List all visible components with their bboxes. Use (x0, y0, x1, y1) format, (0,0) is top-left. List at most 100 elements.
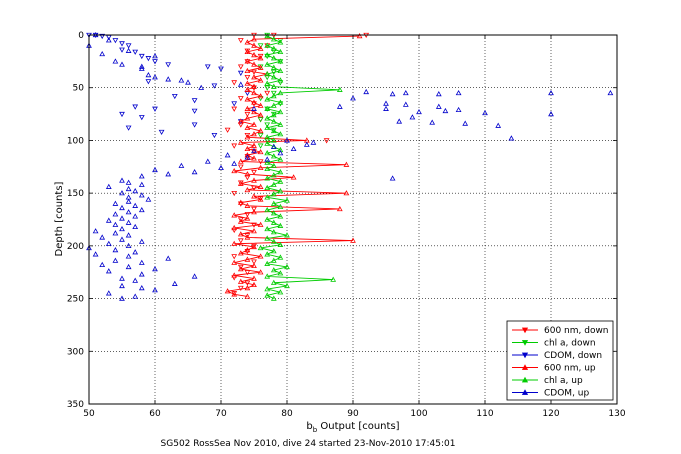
data-point (231, 272, 238, 278)
data-point (231, 143, 238, 149)
data-point (442, 107, 449, 114)
data-point (204, 64, 211, 70)
x-tick-label: 60 (149, 409, 161, 419)
data-point (119, 111, 125, 118)
data-point (264, 140, 271, 146)
data-point (244, 233, 251, 239)
data-point (251, 121, 257, 127)
data-point (270, 64, 277, 70)
data-point (251, 275, 257, 281)
y-tick-label: 150 (67, 189, 84, 199)
data-point (343, 190, 350, 196)
data-point (270, 191, 277, 197)
data-point (244, 154, 251, 160)
data-point (138, 173, 145, 179)
data-point (330, 276, 337, 282)
x-tick-label: 80 (281, 409, 293, 419)
data-point (396, 118, 403, 124)
data-point (264, 70, 271, 77)
data-point (165, 255, 172, 261)
data-point (99, 50, 106, 57)
data-point (112, 211, 119, 217)
data-point (119, 215, 125, 221)
data-point (277, 48, 284, 55)
data-point (277, 150, 284, 156)
x-tick-label: 130 (608, 409, 625, 419)
data-point (251, 262, 257, 269)
y-tick-label: 300 (67, 347, 84, 357)
data-point (251, 193, 257, 199)
data-point (237, 64, 244, 70)
data-point (138, 238, 145, 244)
data-point (231, 80, 238, 86)
data-point (251, 74, 257, 80)
data-point (264, 85, 271, 91)
data-point (389, 175, 396, 181)
data-point (119, 295, 125, 301)
data-point (270, 200, 277, 206)
data-point (237, 201, 244, 207)
data-point (270, 36, 277, 42)
data-point (284, 197, 290, 203)
data-point (244, 48, 251, 55)
data-point (138, 53, 145, 60)
data-point (132, 223, 139, 230)
data-point (244, 171, 251, 177)
data-point (237, 139, 244, 145)
data-point (231, 224, 238, 231)
data-point (270, 83, 277, 89)
x-axis-label-rest: Output [counts] (317, 421, 399, 432)
data-point (191, 98, 198, 104)
data-point (350, 237, 356, 243)
data-point (251, 36, 257, 42)
data-point (264, 96, 271, 102)
data-point (251, 101, 257, 107)
data-point (231, 291, 238, 297)
data-point (119, 225, 125, 232)
data-point (264, 225, 271, 232)
data-point (277, 178, 284, 184)
data-point (244, 285, 251, 291)
data-point (244, 80, 251, 86)
data-point (284, 137, 290, 143)
data-point (152, 266, 158, 272)
data-point (277, 270, 284, 276)
data-point (105, 268, 112, 274)
data-point (277, 289, 284, 295)
data-point (402, 89, 409, 96)
data-point (125, 194, 132, 200)
data-point (264, 194, 271, 200)
data-point (257, 221, 264, 227)
data-point (244, 75, 251, 81)
data-point (264, 286, 271, 292)
data-point (244, 247, 251, 253)
series-cdom-up (86, 31, 614, 301)
data-point (462, 120, 469, 126)
data-point (270, 112, 277, 118)
data-point (138, 115, 145, 121)
data-point (237, 118, 244, 124)
data-point (264, 33, 271, 39)
legend-item: CDOM, up (512, 389, 589, 399)
data-point (244, 96, 251, 102)
data-point (231, 259, 238, 265)
data-point (237, 218, 244, 224)
data-point (343, 161, 350, 167)
data-point (257, 45, 264, 51)
series-600-nm-up (224, 33, 363, 299)
data-point (251, 147, 257, 154)
data-point (231, 101, 238, 107)
data-point (244, 67, 251, 74)
data-point (277, 241, 284, 247)
data-point (237, 238, 244, 244)
data-point (455, 106, 462, 113)
data-point (270, 219, 277, 225)
data-point (607, 89, 614, 96)
data-point (211, 83, 218, 89)
x-axis-label-subscript: b (313, 426, 318, 434)
data-point (244, 293, 251, 299)
data-point (125, 185, 132, 192)
data-point (270, 93, 277, 99)
data-point (257, 183, 264, 189)
data-point (270, 55, 277, 61)
